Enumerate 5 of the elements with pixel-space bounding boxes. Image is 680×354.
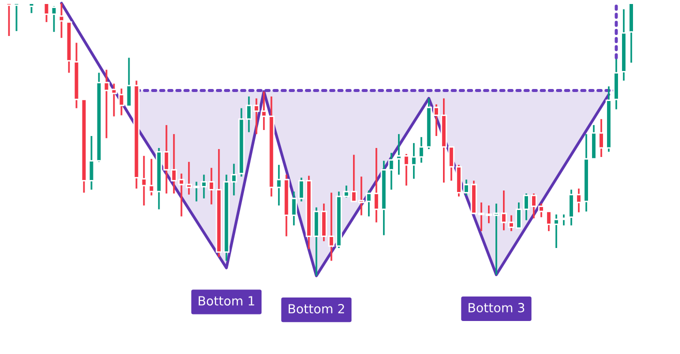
candlestick — [28, 2, 35, 14]
text: Bottom 2 — [288, 304, 344, 314]
candlestick — [58, 2, 65, 39]
text: Bottom 3 — [468, 302, 524, 312]
text: Bottom 1 — [198, 296, 254, 306]
